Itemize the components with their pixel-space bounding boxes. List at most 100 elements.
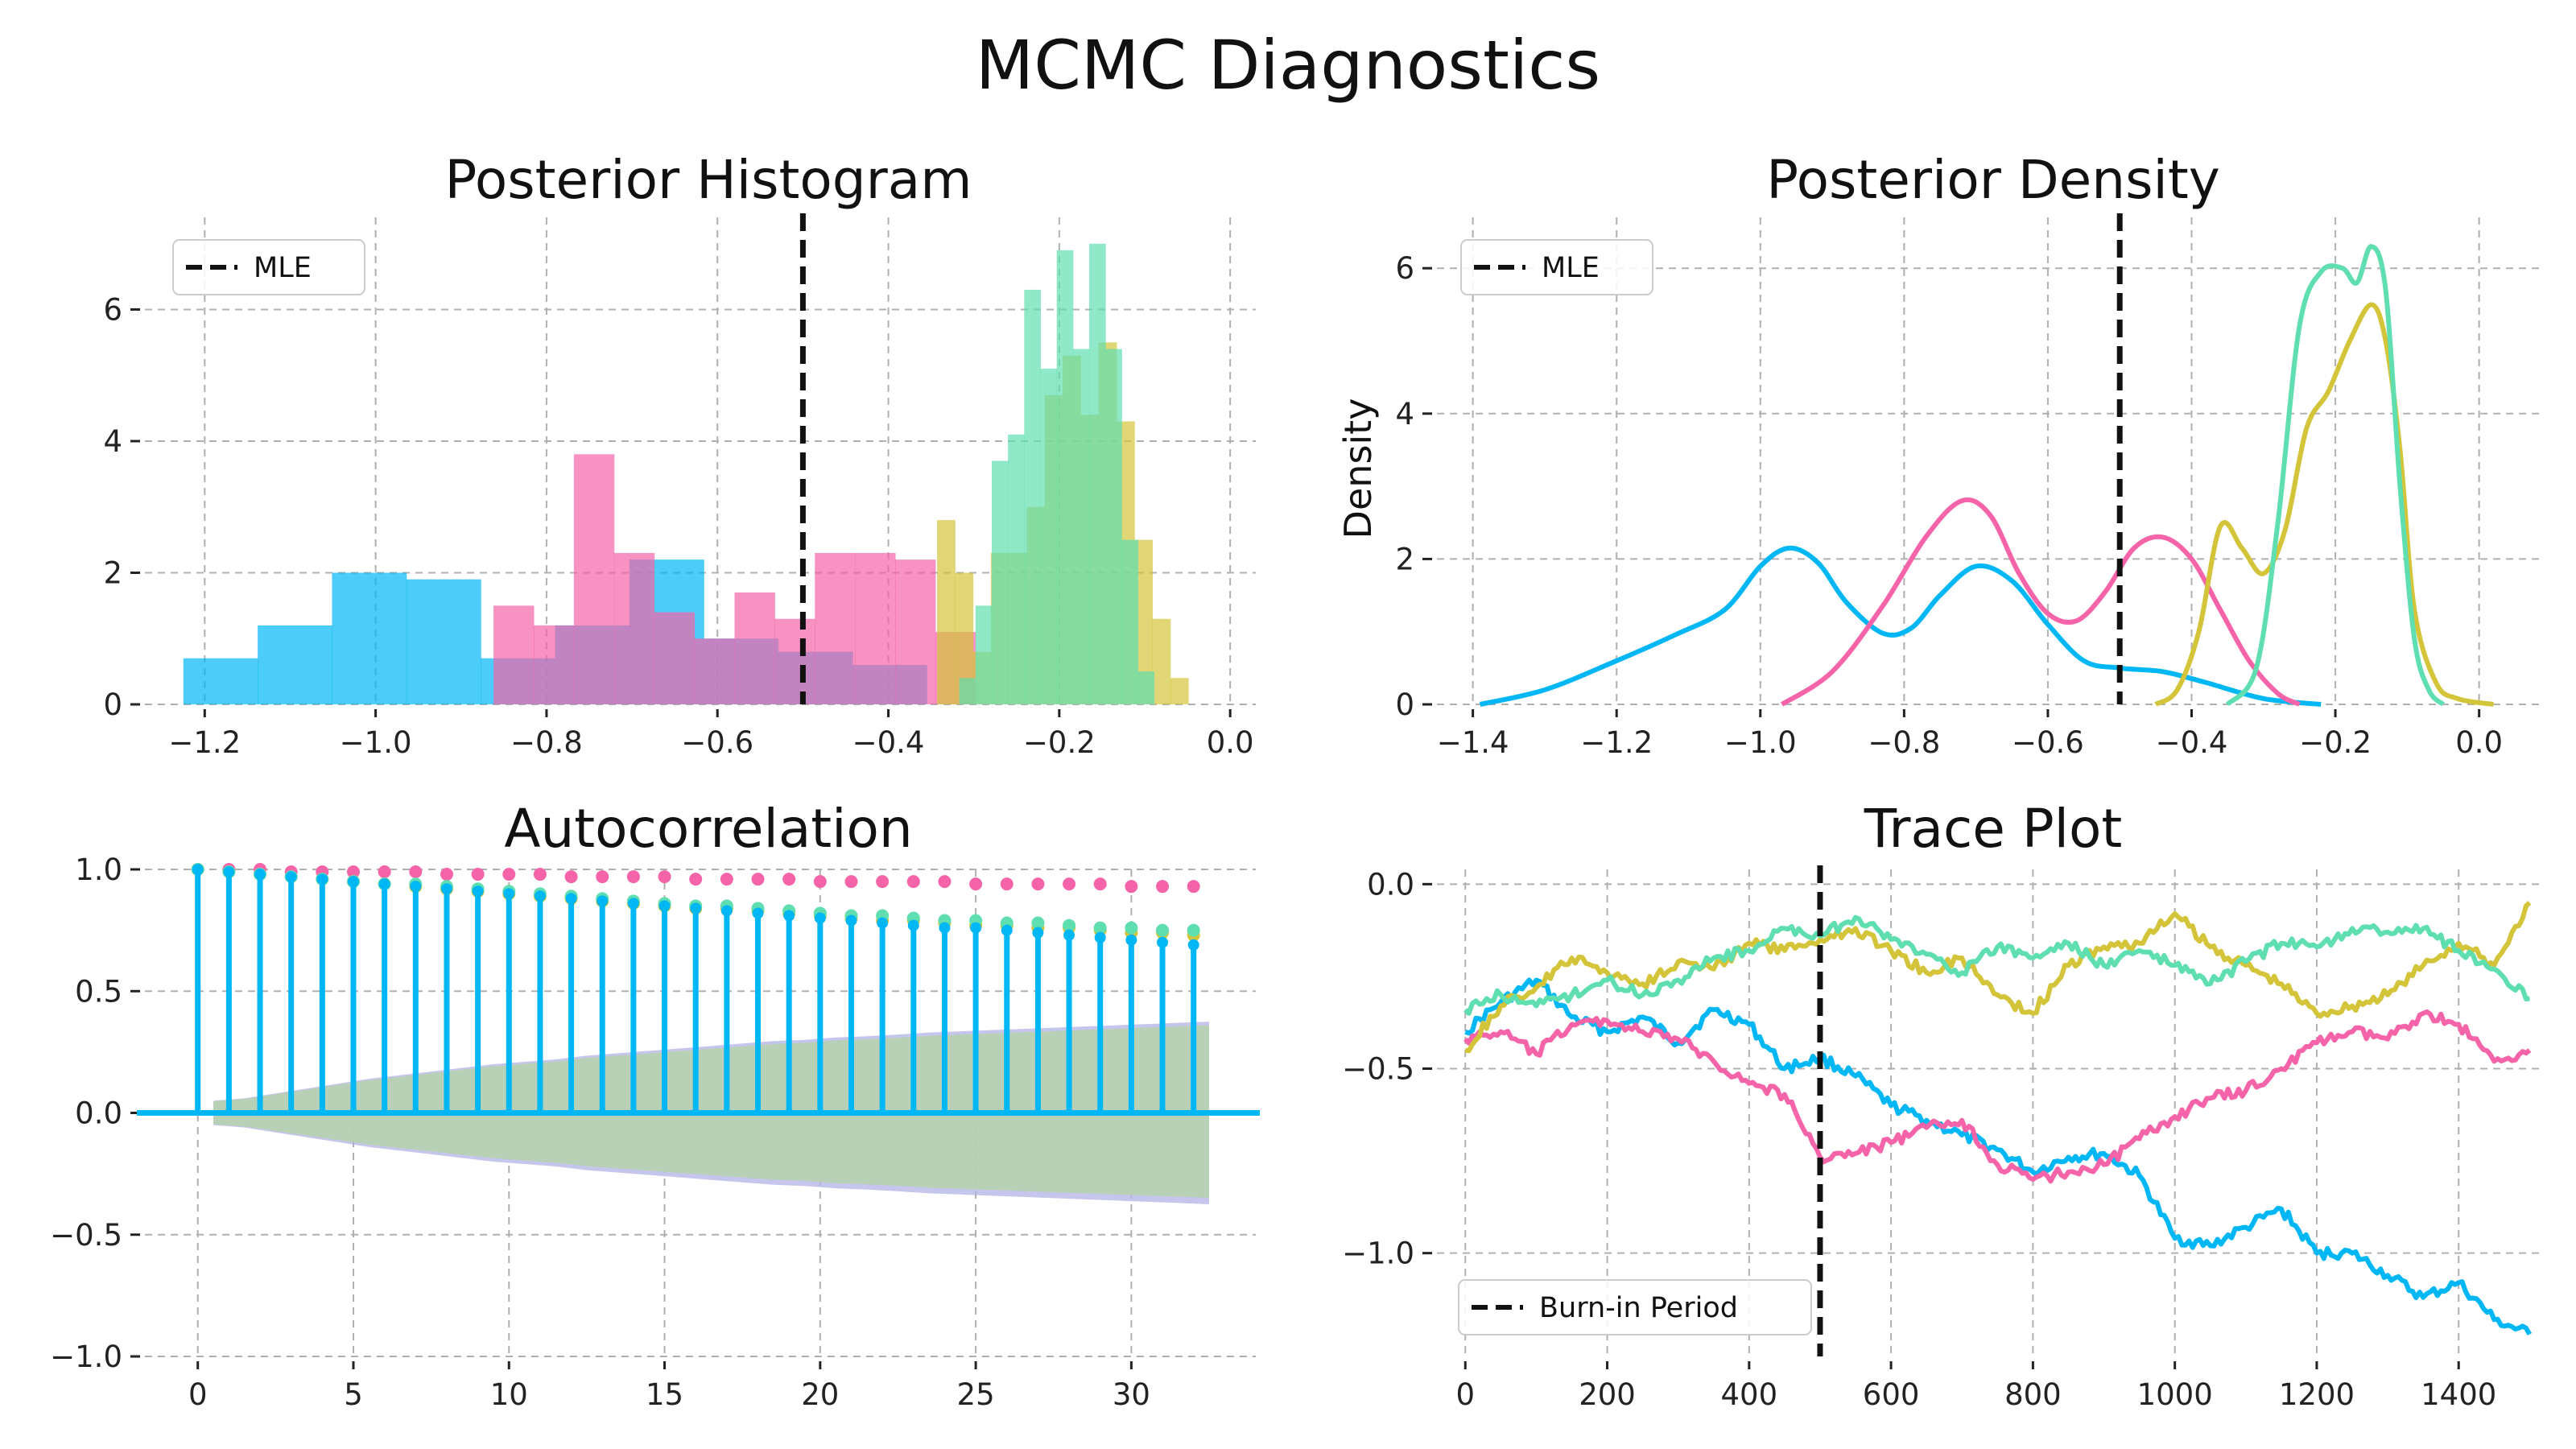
- x-tick-label: −1.0: [340, 725, 412, 760]
- legend: MLE: [172, 239, 365, 295]
- histogram-bar: [955, 572, 974, 704]
- acf-marker: [845, 914, 857, 927]
- histogram-bar: [493, 605, 535, 704]
- acf-marker: [316, 873, 328, 886]
- x-tick-label: 400: [1721, 1377, 1778, 1412]
- acf-marker: [378, 878, 390, 890]
- acf-marker: [876, 875, 890, 889]
- trace-line: [1464, 901, 2532, 1054]
- figure-title: MCMC Diagnostics: [976, 26, 1600, 105]
- x-tick-label: −0.6: [2012, 725, 2084, 760]
- acf-marker: [658, 870, 671, 884]
- acf-marker: [1032, 927, 1044, 939]
- acf-marker: [1125, 934, 1137, 946]
- x-tick-label: 800: [2004, 1377, 2062, 1412]
- acf-marker: [1157, 936, 1169, 948]
- legend: Burn-in Period: [1458, 1279, 1812, 1335]
- acf-marker: [1093, 877, 1107, 891]
- acf-marker: [285, 871, 297, 883]
- y-tick-label: −1.0: [50, 1340, 122, 1374]
- histogram-bar: [991, 460, 1009, 704]
- acf-marker: [1187, 923, 1200, 937]
- legend-label: Burn-in Period: [1539, 1292, 1738, 1324]
- legend-frame: [172, 239, 365, 295]
- x-tick-label: −0.4: [2156, 725, 2228, 760]
- y-tick-label: 0: [1395, 687, 1414, 722]
- acf-series: [191, 863, 1200, 894]
- acf-marker: [410, 881, 422, 893]
- acf-marker: [1125, 880, 1138, 894]
- acf-marker: [1187, 880, 1200, 894]
- acf-series: [192, 864, 1199, 1113]
- histogram-bar: [183, 658, 258, 704]
- x-tick-label: 30: [1113, 1377, 1150, 1412]
- acf-marker: [472, 886, 484, 898]
- x-tick-label: −0.8: [510, 725, 583, 760]
- density-curve: [1479, 545, 2322, 707]
- acf-marker: [783, 910, 795, 922]
- x-tick-label: −1.2: [168, 725, 241, 760]
- acf-marker: [970, 922, 982, 934]
- acf-marker: [658, 900, 671, 912]
- histogram-bar: [895, 559, 936, 704]
- acf-marker: [1125, 921, 1138, 935]
- acf-marker: [720, 905, 733, 917]
- y-tick-label: 0.0: [75, 1096, 122, 1131]
- autocorrelation-title: Autocorrelation: [504, 798, 912, 860]
- histogram-bar: [1008, 434, 1025, 704]
- y-tick-label: 1.0: [75, 852, 122, 887]
- x-tick-label: −1.4: [1437, 725, 1509, 760]
- x-tick-label: −0.2: [2299, 725, 2372, 760]
- x-tick-label: −1.0: [1724, 725, 1797, 760]
- acf-marker: [813, 875, 827, 889]
- density-curve: [2225, 244, 2446, 707]
- acf-marker: [565, 893, 577, 905]
- density-curve: [2154, 302, 2494, 707]
- x-tick-label: 5: [344, 1377, 363, 1412]
- acf-marker: [906, 875, 920, 889]
- histogram-bar: [258, 625, 332, 704]
- histogram-bar: [774, 618, 815, 704]
- x-tick-label: 1000: [2137, 1377, 2213, 1412]
- acf-marker: [502, 868, 516, 881]
- trace-plot-panel: Trace Plot 0 200 400 600 800 1000 1200 1400 −1.0…: [1342, 798, 2544, 1412]
- x-tick-label: 1200: [2279, 1377, 2355, 1412]
- y-tick-label: 6: [1395, 251, 1414, 286]
- x-tick-label: 200: [1579, 1377, 1636, 1412]
- density-y-axis-label: Density: [1336, 398, 1380, 539]
- histogram-bar: [694, 638, 735, 704]
- x-tick-label: 0.0: [2455, 725, 2503, 760]
- legend: MLE: [1460, 239, 1653, 295]
- legend-frame: [1460, 239, 1653, 295]
- acf-marker: [596, 870, 609, 884]
- acf-marker: [1001, 924, 1013, 936]
- acf-marker: [440, 883, 452, 895]
- y-tick-label: 0.0: [1367, 867, 1414, 902]
- trace-line: [1464, 977, 2532, 1336]
- acf-marker: [752, 907, 764, 919]
- posterior-density-panel: Posterior Density Density −1.4 −1.2 −1.0 −0…: [1336, 149, 2544, 760]
- histogram-bar: [1072, 349, 1090, 704]
- acf-marker: [471, 868, 485, 881]
- acf-marker: [1156, 923, 1170, 937]
- acf-marker: [782, 873, 796, 886]
- acf-marker: [440, 868, 453, 881]
- trace-line: [1463, 914, 2530, 1016]
- acf-marker: [1063, 919, 1076, 932]
- y-tick-label: 6: [103, 292, 122, 327]
- acf-marker: [1093, 921, 1107, 935]
- y-tick-label: 2: [1395, 542, 1414, 576]
- acf-marker: [627, 898, 639, 910]
- histogram-bar: [654, 612, 696, 704]
- histogram-bar: [959, 678, 976, 704]
- acf-marker: [689, 873, 703, 886]
- acf-marker: [1000, 877, 1013, 891]
- acf-marker: [597, 895, 609, 907]
- legend-frame: [1458, 1279, 1812, 1335]
- histogram-bar: [1170, 678, 1189, 704]
- acf-marker: [346, 865, 360, 879]
- acf-marker: [814, 912, 826, 924]
- x-tick-label: 0: [1455, 1377, 1475, 1412]
- x-tick-label: −1.2: [1580, 725, 1653, 760]
